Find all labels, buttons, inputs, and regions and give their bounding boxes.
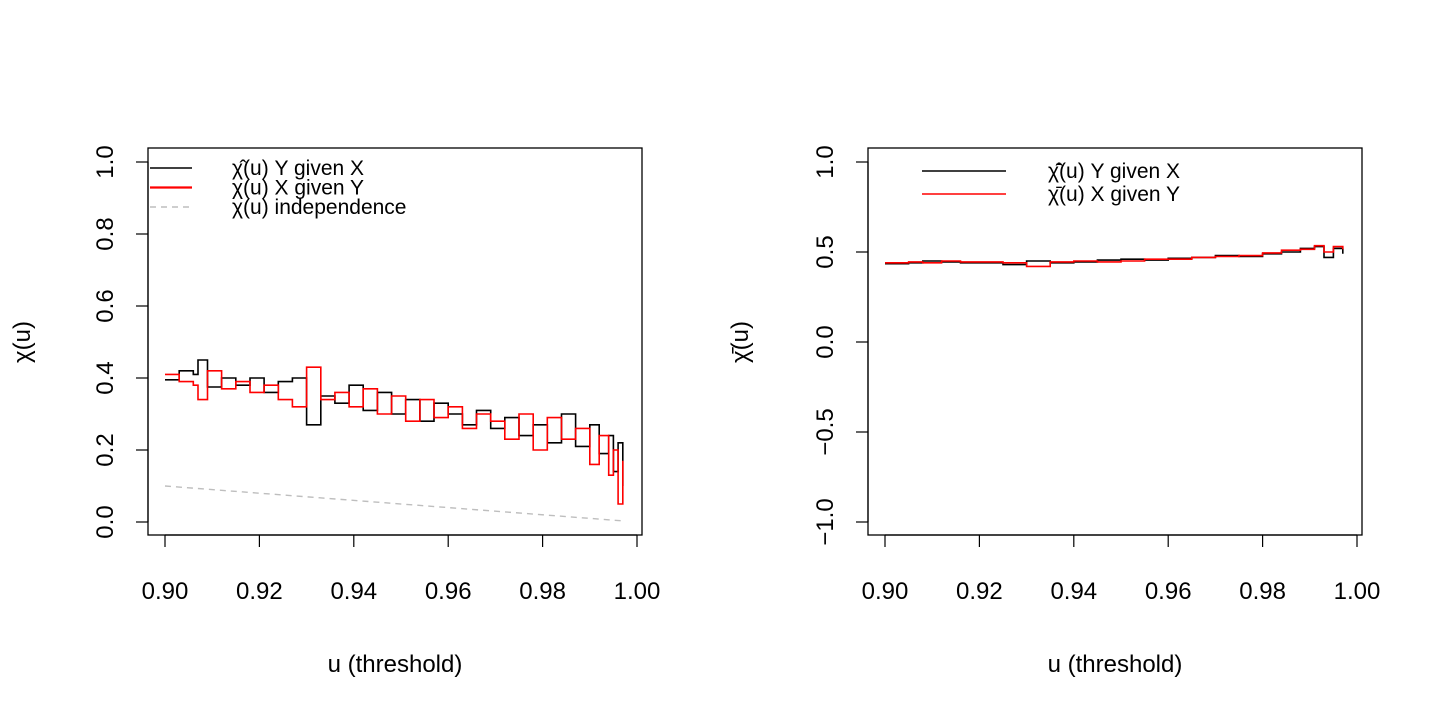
x-axis: 0.90 0.92 0.94 0.96 0.98 1.00 <box>862 534 1381 605</box>
y-tick-label: −0.5 <box>812 408 839 455</box>
y-tick-label: 0.6 <box>92 289 119 322</box>
y-axis-label: χ(u) <box>9 321 36 363</box>
y-axis: 0.0 0.2 0.4 0.6 0.8 1.0 <box>92 145 149 539</box>
y-tick-label: 0.8 <box>92 217 119 250</box>
legend-label-1: χ̄(u) X given Y <box>1048 183 1180 206</box>
series-line-0 <box>165 359 624 486</box>
x-axis-label: u (threshold) <box>328 651 463 678</box>
y-tick-label: 0.0 <box>92 505 119 538</box>
x-tick-label: 1.00 <box>614 578 661 605</box>
right-panel: 0.90 0.92 0.94 0.96 0.98 1.00 −1.0 −0.5 0.0 0.5 1… <box>727 145 1380 678</box>
y-tick-label: 0.2 <box>92 433 119 466</box>
left-panel: 0.90 0.92 0.94 0.96 0.98 1.00 0.0 0.2 0.4 0.6 0.8… <box>9 145 660 678</box>
x-tick-label: 0.94 <box>330 578 377 605</box>
legend: χ̄̂(u) Y given Xχ̄(u) X given Y <box>922 160 1180 206</box>
series-layer <box>885 244 1344 268</box>
x-tick-label: 0.98 <box>519 578 566 605</box>
legend: χ̂(u) Y given Xχ(u) X given Yχ(u) indepe… <box>150 157 406 219</box>
x-axis: 0.90 0.92 0.94 0.96 0.98 1.00 <box>142 534 661 605</box>
x-tick-label: 0.94 <box>1050 578 1097 605</box>
x-tick-label: 0.92 <box>236 578 283 605</box>
series-line-1 <box>885 244 1344 268</box>
y-tick-label: 0.4 <box>92 361 119 394</box>
legend-label-2: χ(u) independence <box>232 196 406 219</box>
y-tick-label: 0.5 <box>812 235 839 268</box>
x-tick-label: 0.90 <box>142 578 189 605</box>
y-tick-label: −1.0 <box>812 498 839 545</box>
x-axis-label: u (threshold) <box>1048 651 1183 678</box>
x-tick-label: 0.98 <box>1239 578 1286 605</box>
y-tick-label: 1.0 <box>92 145 119 178</box>
y-tick-label: 0.0 <box>812 325 839 358</box>
x-tick-label: 0.90 <box>862 578 909 605</box>
x-tick-label: 0.96 <box>1145 578 1192 605</box>
y-axis: −1.0 −0.5 0.0 0.5 1.0 <box>812 145 869 546</box>
series-line-2 <box>164 485 623 522</box>
plot-frame <box>867 147 1363 536</box>
x-tick-label: 1.00 <box>1334 578 1381 605</box>
y-tick-label: 1.0 <box>812 145 839 178</box>
x-tick-label: 0.92 <box>956 578 1003 605</box>
legend-label-1: χ(u) X given Y <box>232 177 364 200</box>
series-line-1 <box>165 366 624 505</box>
y-axis-label: χ̄(u) <box>727 321 754 363</box>
x-tick-label: 0.96 <box>425 578 472 605</box>
legend-label-0: χ̂(u) Y given X <box>232 157 364 180</box>
legend-label-0: χ̄̂(u) Y given X <box>1048 160 1180 183</box>
series-layer <box>164 359 624 522</box>
